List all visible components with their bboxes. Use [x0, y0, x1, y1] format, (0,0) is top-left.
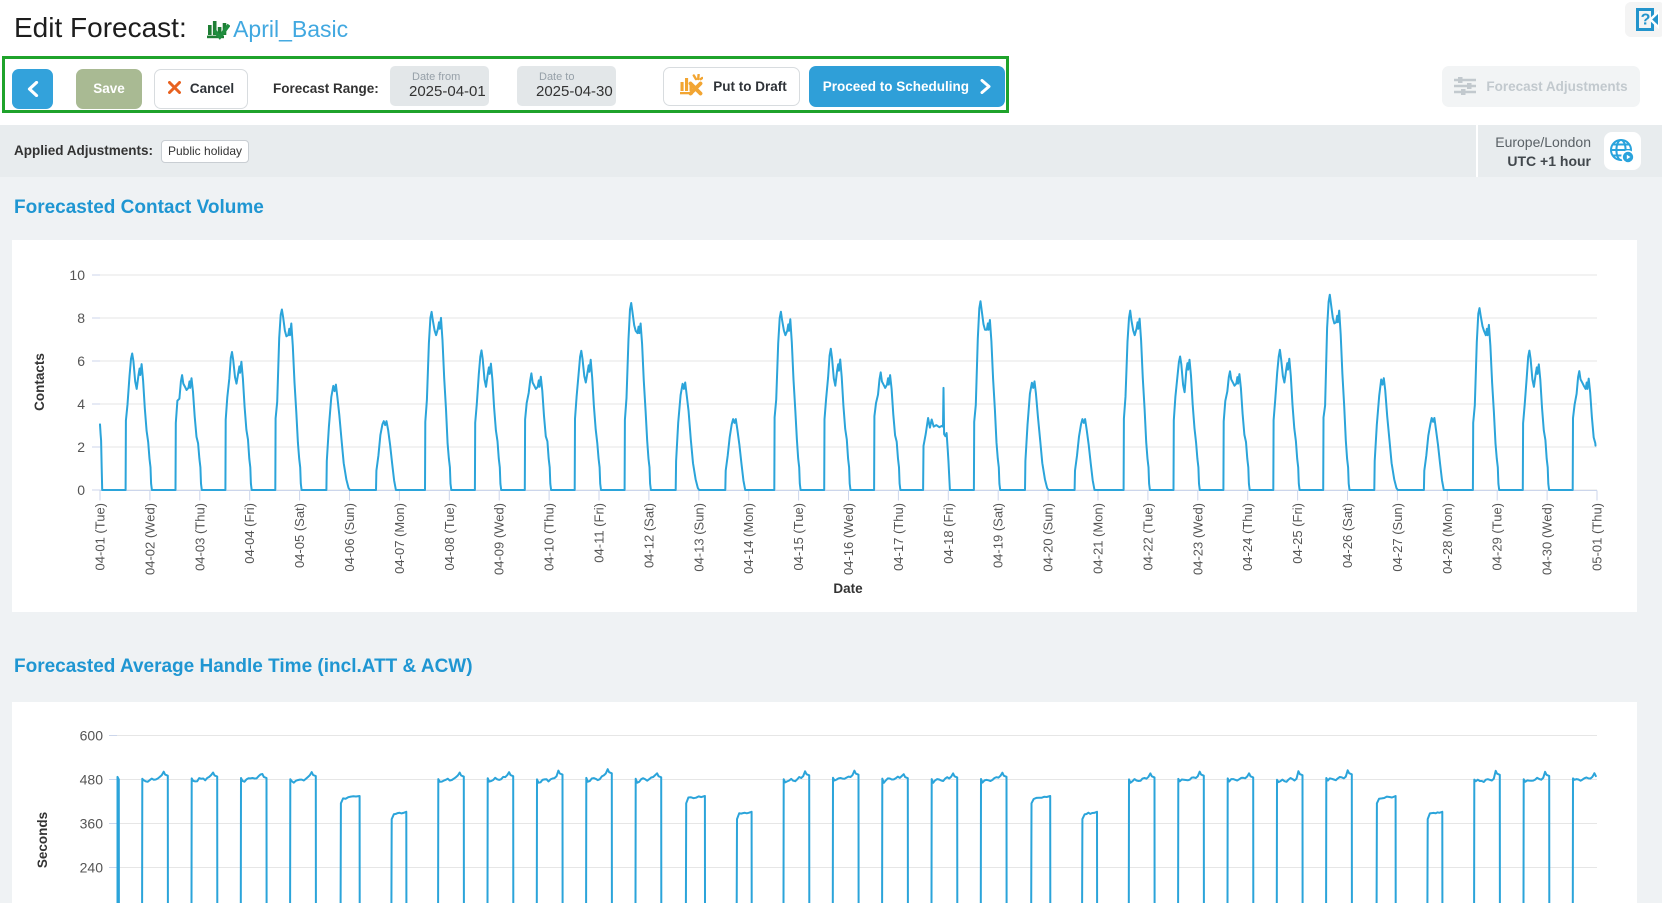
svg-text:04-20 (Sun): 04-20 (Sun) [1041, 503, 1056, 572]
svg-text:04-02 (Wed): 04-02 (Wed) [142, 503, 157, 575]
svg-text:Contacts: Contacts [32, 353, 47, 411]
svg-text:04-24 (Thu): 04-24 (Thu) [1240, 503, 1255, 571]
svg-text:04-25 (Fri): 04-25 (Fri) [1290, 503, 1305, 564]
svg-text:360: 360 [80, 816, 104, 832]
svg-text:04-30 (Wed): 04-30 (Wed) [1540, 503, 1555, 575]
svg-text:04-21 (Mon): 04-21 (Mon) [1091, 503, 1106, 574]
svg-text:05-01 (Thu): 05-01 (Thu) [1590, 503, 1605, 571]
svg-text:04-08 (Tue): 04-08 (Tue) [442, 503, 457, 570]
svg-text:04-18 (Fri): 04-18 (Fri) [941, 503, 956, 564]
svg-text:04-04 (Fri): 04-04 (Fri) [242, 503, 257, 564]
svg-text:480: 480 [80, 772, 104, 788]
svg-text:04-26 (Sat): 04-26 (Sat) [1340, 503, 1355, 568]
svg-text:04-17 (Thu): 04-17 (Thu) [891, 503, 906, 571]
svg-text:10: 10 [69, 267, 85, 283]
svg-text:04-12 (Sat): 04-12 (Sat) [641, 503, 656, 568]
svg-text:04-28 (Mon): 04-28 (Mon) [1440, 503, 1455, 574]
svg-text:04-27 (Sun): 04-27 (Sun) [1390, 503, 1405, 572]
svg-text:0: 0 [77, 482, 85, 498]
svg-text:Date: Date [833, 581, 863, 596]
svg-text:8: 8 [77, 310, 85, 326]
svg-text:04-03 (Thu): 04-03 (Thu) [192, 503, 207, 571]
svg-text:04-06 (Sun): 04-06 (Sun) [342, 503, 357, 572]
svg-text:600: 600 [80, 728, 104, 744]
svg-text:04-09 (Wed): 04-09 (Wed) [492, 503, 507, 575]
svg-text:6: 6 [77, 353, 85, 369]
svg-text:04-19 (Sat): 04-19 (Sat) [991, 503, 1006, 568]
svg-text:2: 2 [77, 439, 85, 455]
svg-text:04-11 (Fri): 04-11 (Fri) [592, 503, 607, 563]
svg-text:04-23 (Wed): 04-23 (Wed) [1190, 503, 1205, 575]
svg-text:240: 240 [80, 860, 104, 876]
svg-text:4: 4 [77, 396, 85, 412]
svg-text:04-13 (Sun): 04-13 (Sun) [691, 503, 706, 572]
svg-text:04-05 (Sat): 04-05 (Sat) [292, 503, 307, 568]
svg-text:04-07 (Mon): 04-07 (Mon) [392, 503, 407, 574]
svg-text:04-10 (Thu): 04-10 (Thu) [542, 503, 557, 571]
svg-text:04-22 (Tue): 04-22 (Tue) [1140, 503, 1155, 570]
svg-text:Seconds: Seconds [35, 812, 50, 868]
svg-text:04-16 (Wed): 04-16 (Wed) [841, 503, 856, 575]
svg-text:?: ? [1641, 12, 1651, 29]
svg-text:04-14 (Mon): 04-14 (Mon) [741, 503, 756, 574]
svg-text:04-29 (Tue): 04-29 (Tue) [1490, 503, 1505, 570]
svg-text:04-15 (Tue): 04-15 (Tue) [791, 503, 806, 570]
svg-text:04-01 (Tue): 04-01 (Tue) [93, 503, 108, 570]
